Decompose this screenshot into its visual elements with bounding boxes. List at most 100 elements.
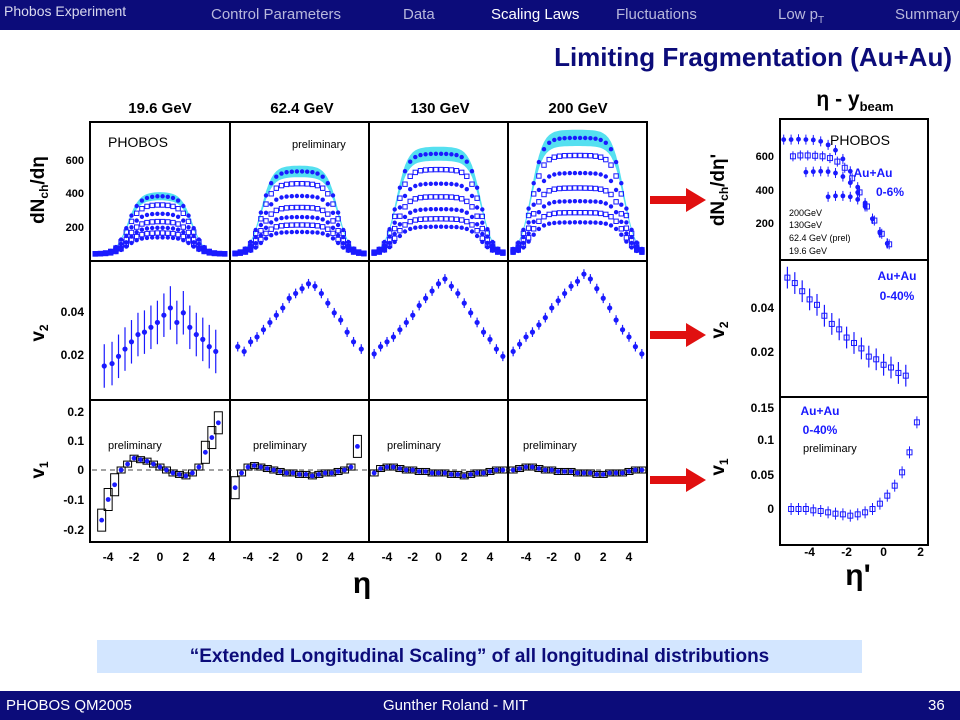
right-dndeta-point (855, 197, 861, 202)
dndeta-point (382, 248, 387, 253)
dndeta-point (402, 193, 408, 199)
dndeta-point (474, 233, 480, 239)
dndeta-point (474, 205, 480, 210)
dndeta-point (150, 225, 155, 231)
dndeta-point (170, 212, 176, 218)
dndeta-point (392, 220, 397, 225)
dndeta-point (552, 137, 557, 143)
dndeta-point (160, 235, 165, 240)
right-v1-point (832, 510, 839, 517)
v1-point (523, 464, 529, 470)
nav-low-pt[interactable]: Low pT (778, 6, 824, 26)
right-v1-point (847, 512, 854, 519)
dndeta-point (387, 245, 392, 250)
v2-point (468, 310, 474, 316)
dndeta-point (284, 194, 289, 199)
dndeta-point (422, 167, 429, 173)
dndeta-point (428, 181, 433, 186)
dndeta-point (159, 202, 166, 208)
dndeta-point (258, 216, 264, 222)
dndeta-point (541, 204, 547, 209)
right-dndeta-point (833, 147, 838, 153)
right-dndeta-point (833, 193, 838, 199)
v1-point (487, 469, 493, 474)
dndeta-point (536, 210, 542, 215)
nav-control-parameters[interactable]: Control Parameters (211, 6, 342, 23)
dndeta-point (330, 218, 336, 224)
dndeta-point (577, 135, 583, 141)
v2-point (101, 363, 107, 369)
right-v2-point (851, 339, 857, 346)
v1-point (600, 472, 606, 477)
v1-syst-box (207, 426, 217, 450)
v2-point (619, 327, 626, 333)
right-dndeta-point (834, 158, 841, 165)
dndeta-point (144, 219, 150, 226)
dndeta-point (392, 225, 398, 232)
xtick-label: -2 (129, 550, 140, 564)
dndeta-point (392, 213, 398, 220)
dndeta-point (181, 230, 186, 235)
right-dndeta-point (855, 184, 861, 190)
dndeta-point (335, 210, 341, 215)
v1-point (190, 470, 195, 476)
dndeta-point (185, 218, 192, 225)
v1-point (297, 472, 302, 477)
dndeta-point (423, 152, 428, 157)
dndeta-point (118, 247, 124, 253)
nav-data[interactable]: Data (403, 6, 435, 23)
dndeta-point (438, 166, 444, 173)
dndeta-point (299, 229, 305, 235)
v1-point (575, 470, 580, 476)
right-ytick-0.05: 0.05 (751, 468, 775, 482)
right-dndeta-point (781, 137, 787, 143)
dndeta-point (408, 226, 413, 232)
dndeta-point (443, 194, 449, 200)
right-v1-point (913, 419, 920, 426)
v1-point (594, 472, 600, 477)
right-dndeta-point (877, 229, 883, 235)
dndeta-point (289, 222, 295, 228)
dndeta-point (170, 219, 176, 226)
right-v1-point (854, 511, 861, 518)
nav-fluctuations[interactable]: Fluctuations (616, 6, 697, 23)
dndeta-point (144, 212, 150, 218)
dndeta-point (160, 225, 165, 230)
dndeta-point (371, 251, 377, 256)
v1-syst-box (498, 466, 508, 474)
dndeta-point (159, 230, 166, 236)
v1-point (633, 467, 638, 473)
right-v1-point (810, 507, 817, 514)
v1-point (348, 464, 354, 470)
dndeta-point (583, 220, 588, 225)
dndeta-point (577, 185, 583, 191)
dndeta-point (412, 217, 419, 223)
right-ytick-400: 400 (756, 185, 774, 197)
nav-summary[interactable]: Summary (895, 6, 960, 23)
dndeta-point (469, 181, 475, 187)
nav-scaling-laws[interactable]: Scaling Laws (491, 6, 580, 23)
dndeta-point (397, 205, 403, 210)
dndeta-point (212, 251, 217, 256)
dndeta-point (289, 229, 294, 235)
dndeta-point (551, 210, 557, 217)
right-dndeta-point (797, 152, 804, 159)
right-ytick-600: 600 (756, 151, 774, 163)
dndeta-point (603, 201, 608, 206)
v1-point (639, 467, 645, 473)
v1-syst-box (243, 463, 253, 471)
dndeta-point (624, 239, 629, 244)
legend-19: 19.6 GeV (789, 246, 827, 256)
v2-point (235, 344, 241, 350)
dndeta-point (454, 224, 459, 230)
v2-point (639, 351, 645, 357)
right-v1-point (906, 449, 913, 456)
v2-point (529, 329, 536, 335)
dndeta-point (567, 199, 572, 204)
xtick-label: -4 (243, 550, 254, 564)
dndeta-point (175, 198, 181, 203)
right-v1-point (839, 511, 846, 518)
dndeta-point (438, 207, 444, 212)
v1-point (555, 469, 561, 474)
